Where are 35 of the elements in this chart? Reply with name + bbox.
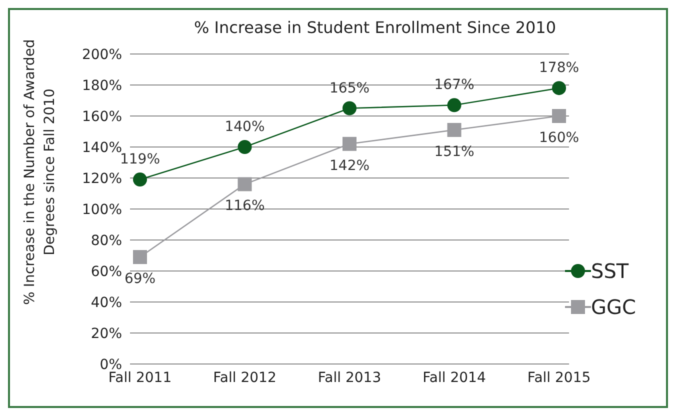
point <box>133 172 147 187</box>
y-tick-label: 160% <box>82 108 122 125</box>
y-tick-label: 120% <box>82 170 122 187</box>
y-tick-label: 40% <box>90 294 122 311</box>
y-axis-title: % Increase in the Number of Awarded Degrees since Fall 2010 <box>21 38 59 307</box>
chart-title: % Increase in Student Enrollment Since 2010 <box>192 18 558 37</box>
y-tick-label: 140% <box>82 140 122 156</box>
point <box>342 101 357 116</box>
y-tick-label: 180% <box>82 78 122 94</box>
data-label: 178% <box>539 60 580 76</box>
point <box>552 109 566 123</box>
legend-label: GGC <box>591 295 636 319</box>
y-tick-label: 200% <box>82 46 122 63</box>
y-tick-label: 100% <box>82 202 122 218</box>
x-tick-label: Fall 2012 <box>213 370 276 386</box>
point <box>552 81 566 96</box>
point <box>342 136 357 151</box>
data-label: 140% <box>224 119 265 135</box>
point <box>238 177 252 192</box>
data-label: 69% <box>124 271 156 288</box>
x-tick-label: Fall 2015 <box>527 370 591 386</box>
data-label: 142% <box>330 158 370 174</box>
y-tick-label: 20% <box>90 326 122 342</box>
data-label: 119% <box>120 152 160 168</box>
y-tick-label: 60% <box>90 264 122 280</box>
y-tick-label: 80% <box>90 232 122 249</box>
point <box>238 140 252 154</box>
data-label: 160% <box>539 130 580 146</box>
x-tick-label: Fall 2013 <box>318 370 382 386</box>
data-label: 151% <box>434 144 474 160</box>
legend-label: SST <box>591 259 629 283</box>
point <box>133 250 147 264</box>
point <box>447 122 462 137</box>
x-tick-label: Fall 2014 <box>422 370 486 386</box>
point <box>447 98 462 112</box>
